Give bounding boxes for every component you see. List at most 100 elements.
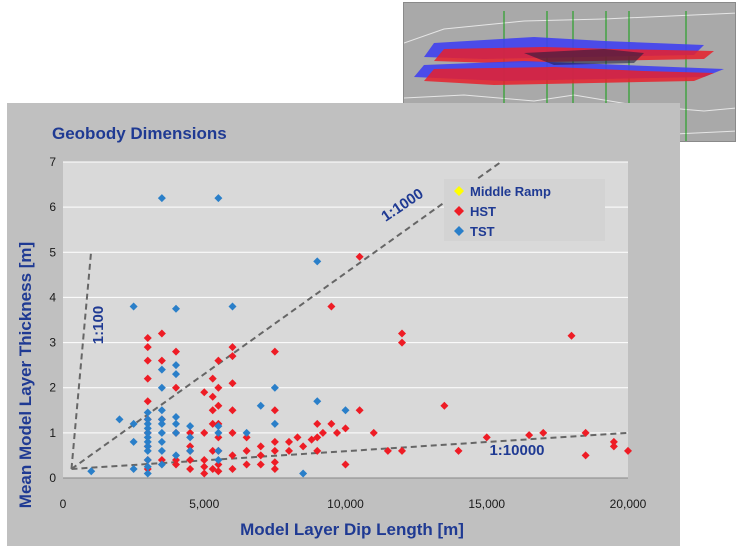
data-point xyxy=(157,437,166,446)
data-point xyxy=(129,302,138,311)
data-point xyxy=(143,415,152,424)
data-point xyxy=(270,419,279,428)
data-point xyxy=(214,194,223,203)
data-point xyxy=(157,446,166,455)
data-point xyxy=(228,352,237,361)
data-point xyxy=(214,422,223,431)
data-point xyxy=(256,460,265,469)
data-point xyxy=(157,356,166,365)
data-point xyxy=(270,446,279,455)
legend-item-label: Middle Ramp xyxy=(470,184,551,199)
reference-line-label: 1:100 xyxy=(90,306,107,344)
data-point xyxy=(299,442,308,451)
y-tick-label: 4 xyxy=(49,290,56,304)
x-tick-label: 5,000 xyxy=(189,497,219,511)
data-point xyxy=(454,446,463,455)
data-point xyxy=(129,419,138,428)
data-point xyxy=(172,383,180,392)
x-tick-label: 20,000 xyxy=(610,497,647,511)
data-point xyxy=(333,428,342,437)
data-point xyxy=(157,428,166,437)
data-point xyxy=(143,424,152,433)
data-point xyxy=(200,462,209,471)
data-point xyxy=(157,419,166,428)
data-point xyxy=(525,431,534,440)
data-point xyxy=(299,469,308,478)
data-point xyxy=(383,446,392,455)
y-tick-label: 5 xyxy=(49,245,56,259)
data-point xyxy=(242,460,251,469)
data-point xyxy=(143,455,152,464)
data-point xyxy=(172,347,180,356)
data-point xyxy=(186,433,195,442)
data-point xyxy=(440,401,449,410)
data-point xyxy=(143,462,152,471)
data-point xyxy=(341,460,350,469)
reference-line-label: 1:10000 xyxy=(489,442,544,459)
data-point xyxy=(200,388,209,397)
x-tick-label: 0 xyxy=(60,497,67,511)
data-point xyxy=(115,415,124,424)
x-tick-labels: 0 5,000 10,000 15,000 20,000 xyxy=(60,497,647,511)
x-tick-label: 15,000 xyxy=(468,497,505,511)
data-point xyxy=(208,392,217,401)
data-point xyxy=(208,406,217,415)
legend-box xyxy=(444,179,605,241)
data-point xyxy=(270,347,279,356)
data-point xyxy=(172,460,180,469)
legend-item-label: HST xyxy=(470,204,496,219)
data-point xyxy=(214,433,223,442)
reference-line xyxy=(70,161,502,470)
data-point xyxy=(270,437,279,446)
data-point xyxy=(214,401,223,410)
data-point xyxy=(228,428,237,437)
data-point xyxy=(157,460,166,469)
data-point xyxy=(143,408,152,417)
data-point xyxy=(186,428,195,437)
data-point xyxy=(186,442,195,451)
data-point xyxy=(186,464,195,473)
data-point xyxy=(341,406,350,415)
data-point xyxy=(609,437,618,446)
legend-item-label: TST xyxy=(470,224,495,239)
data-point xyxy=(313,433,322,442)
data-point xyxy=(172,370,180,379)
data-point xyxy=(270,383,279,392)
data-point xyxy=(256,401,265,410)
chart-title: Geobody Dimensions xyxy=(52,124,227,143)
data-point xyxy=(270,406,279,415)
data-point xyxy=(186,455,195,464)
data-point xyxy=(129,437,138,446)
data-point xyxy=(129,464,138,473)
data-point xyxy=(398,329,406,338)
data-point xyxy=(228,451,237,460)
data-point xyxy=(157,383,166,392)
data-point xyxy=(214,383,223,392)
data-point xyxy=(157,365,166,374)
data-point xyxy=(313,419,322,428)
data-point xyxy=(454,226,464,236)
reference-line xyxy=(70,249,93,470)
data-point xyxy=(143,437,152,446)
data-point xyxy=(609,442,618,451)
data-point xyxy=(186,446,195,455)
data-point xyxy=(341,424,350,433)
data-point xyxy=(539,428,548,437)
data-point xyxy=(270,464,279,473)
data-point xyxy=(157,406,166,415)
data-point xyxy=(482,433,491,442)
data-point xyxy=(186,422,195,431)
data-point xyxy=(200,469,209,478)
data-point xyxy=(172,451,180,460)
data-point xyxy=(256,451,265,460)
data-point xyxy=(157,455,166,464)
data-point xyxy=(256,442,265,451)
y-tick-label: 3 xyxy=(49,336,56,350)
data-point xyxy=(228,302,237,311)
data-point xyxy=(214,428,223,437)
data-point xyxy=(293,433,302,442)
data-point xyxy=(270,458,279,467)
hst-points xyxy=(143,252,632,478)
data-point xyxy=(208,374,217,383)
data-point xyxy=(143,442,152,451)
